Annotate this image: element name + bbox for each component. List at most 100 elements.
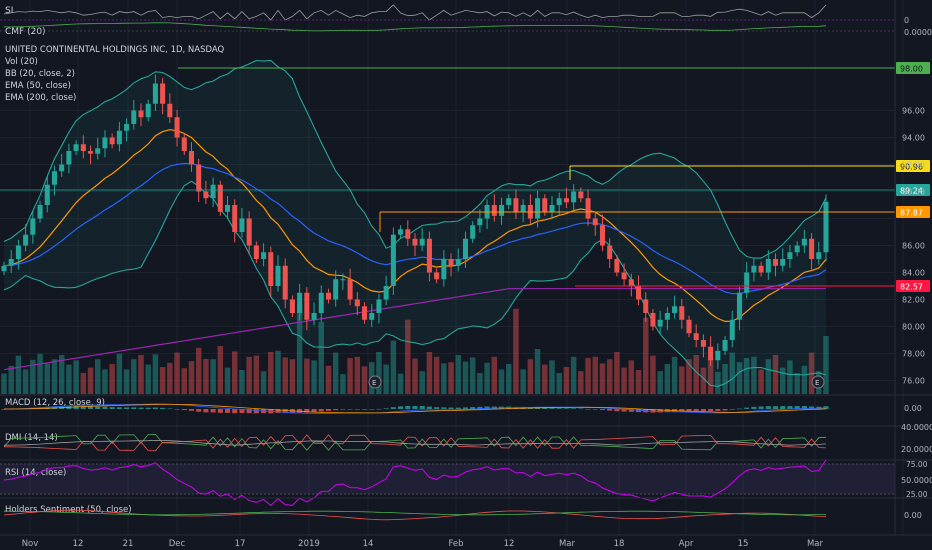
candle	[30, 211, 36, 244]
volume-bar	[347, 358, 353, 394]
volume-bar	[405, 319, 411, 394]
candle	[563, 187, 569, 208]
price-level-87.87[interactable]: 87.87	[379, 206, 930, 232]
volume-bar	[578, 371, 584, 394]
volume-bar	[94, 359, 101, 394]
dmi-tick-20: 20.0000	[901, 445, 932, 454]
svg-text:82.57: 82.57	[900, 283, 923, 292]
candle	[73, 140, 79, 156]
volume-bar	[542, 364, 548, 394]
candle	[614, 254, 620, 277]
candle	[419, 228, 425, 252]
volume-bar	[167, 362, 173, 394]
volume-bar	[138, 355, 144, 394]
candle	[477, 209, 483, 233]
candle	[506, 194, 512, 210]
volume-bar	[253, 355, 260, 394]
earnings-marker-2[interactable]: E	[811, 375, 825, 389]
candle	[657, 310, 663, 334]
price-tick: 86.00	[902, 242, 925, 251]
candle	[333, 270, 339, 307]
candle	[304, 287, 310, 331]
volume-bar	[686, 359, 692, 394]
volume-bar	[628, 360, 635, 394]
volume-bar	[73, 360, 79, 394]
volume-bar	[37, 353, 43, 394]
candle	[679, 298, 685, 329]
volume-bar	[787, 360, 793, 394]
volume-bar	[282, 357, 288, 394]
indicator-label-ema50: EMA (50, close)	[5, 81, 71, 91]
si-label: SI	[5, 6, 13, 16]
volume-bar	[448, 362, 454, 394]
price-level-82.57[interactable]: 82.57	[575, 280, 930, 292]
candle	[729, 310, 735, 348]
candle	[412, 233, 418, 257]
volume-bar	[664, 364, 671, 394]
candle	[340, 273, 346, 290]
volume-bar	[715, 371, 721, 394]
candle	[816, 241, 822, 265]
volume-bar	[224, 367, 231, 394]
volume-bar	[477, 373, 483, 394]
time-tick: 18	[614, 539, 625, 549]
time-tick: 2019	[298, 539, 320, 549]
volume-bar	[87, 367, 94, 394]
candle	[225, 196, 231, 220]
volume-bar	[556, 373, 562, 394]
volume-bar	[188, 361, 195, 394]
candle	[448, 253, 454, 277]
rsi-tick-75: 75.00	[906, 460, 928, 469]
rsi-tick-50: 50.0000	[901, 476, 932, 485]
volume-bar	[693, 355, 699, 394]
volume-bar	[397, 373, 404, 394]
volume-bar	[758, 369, 764, 394]
candle	[520, 199, 526, 223]
volume-bar	[729, 352, 736, 394]
price-level-90.96[interactable]: 90.96	[569, 160, 930, 180]
cmf-tick: 0.0000	[904, 28, 932, 37]
ema-lines	[3, 129, 827, 371]
volume-bar	[116, 353, 123, 394]
volume-bar	[534, 349, 541, 394]
candle	[145, 99, 151, 122]
price-tick: 76.00	[902, 377, 925, 386]
holders-sentiment-pane: Holders Sentiment (50, close) 0.00	[0, 497, 932, 521]
candle	[160, 77, 166, 115]
volume-bar	[217, 346, 224, 394]
volume-bars	[1, 304, 829, 394]
candle	[715, 343, 721, 370]
candle	[131, 99, 137, 130]
volume-bar	[491, 356, 498, 394]
time-tick: Apr	[679, 539, 694, 549]
volume-bar	[419, 371, 425, 394]
earnings-marker-1[interactable]: E	[368, 375, 382, 389]
volume-bar	[505, 364, 512, 394]
candle	[23, 224, 29, 252]
volume-bar	[621, 367, 627, 394]
volume-bar	[340, 374, 346, 394]
price-level-98.00[interactable]: 98.00	[178, 62, 930, 74]
candle	[167, 93, 173, 123]
volume-bar	[700, 367, 707, 394]
price-level-89.24[interactable]: 89.24	[0, 184, 930, 196]
volume-bar	[354, 356, 361, 394]
candle	[751, 258, 757, 282]
volume-bar	[383, 364, 389, 394]
volume-bar	[657, 371, 663, 394]
candle	[794, 241, 800, 257]
candle	[268, 246, 274, 297]
price-tick: 78.00	[902, 350, 925, 359]
volume-bar	[599, 363, 606, 394]
volume-bar	[498, 369, 505, 394]
candle	[181, 133, 187, 156]
candle	[8, 250, 14, 274]
dmi-pane: DMI (14, 14) 40.0000 20.0000	[0, 423, 932, 454]
candle	[672, 295, 678, 319]
time-tick: Dec	[169, 539, 186, 549]
candle	[643, 292, 649, 322]
candle	[592, 212, 598, 236]
volume-bar	[751, 356, 757, 394]
svg-text:89.24: 89.24	[900, 187, 923, 196]
volume-bar	[51, 359, 58, 394]
